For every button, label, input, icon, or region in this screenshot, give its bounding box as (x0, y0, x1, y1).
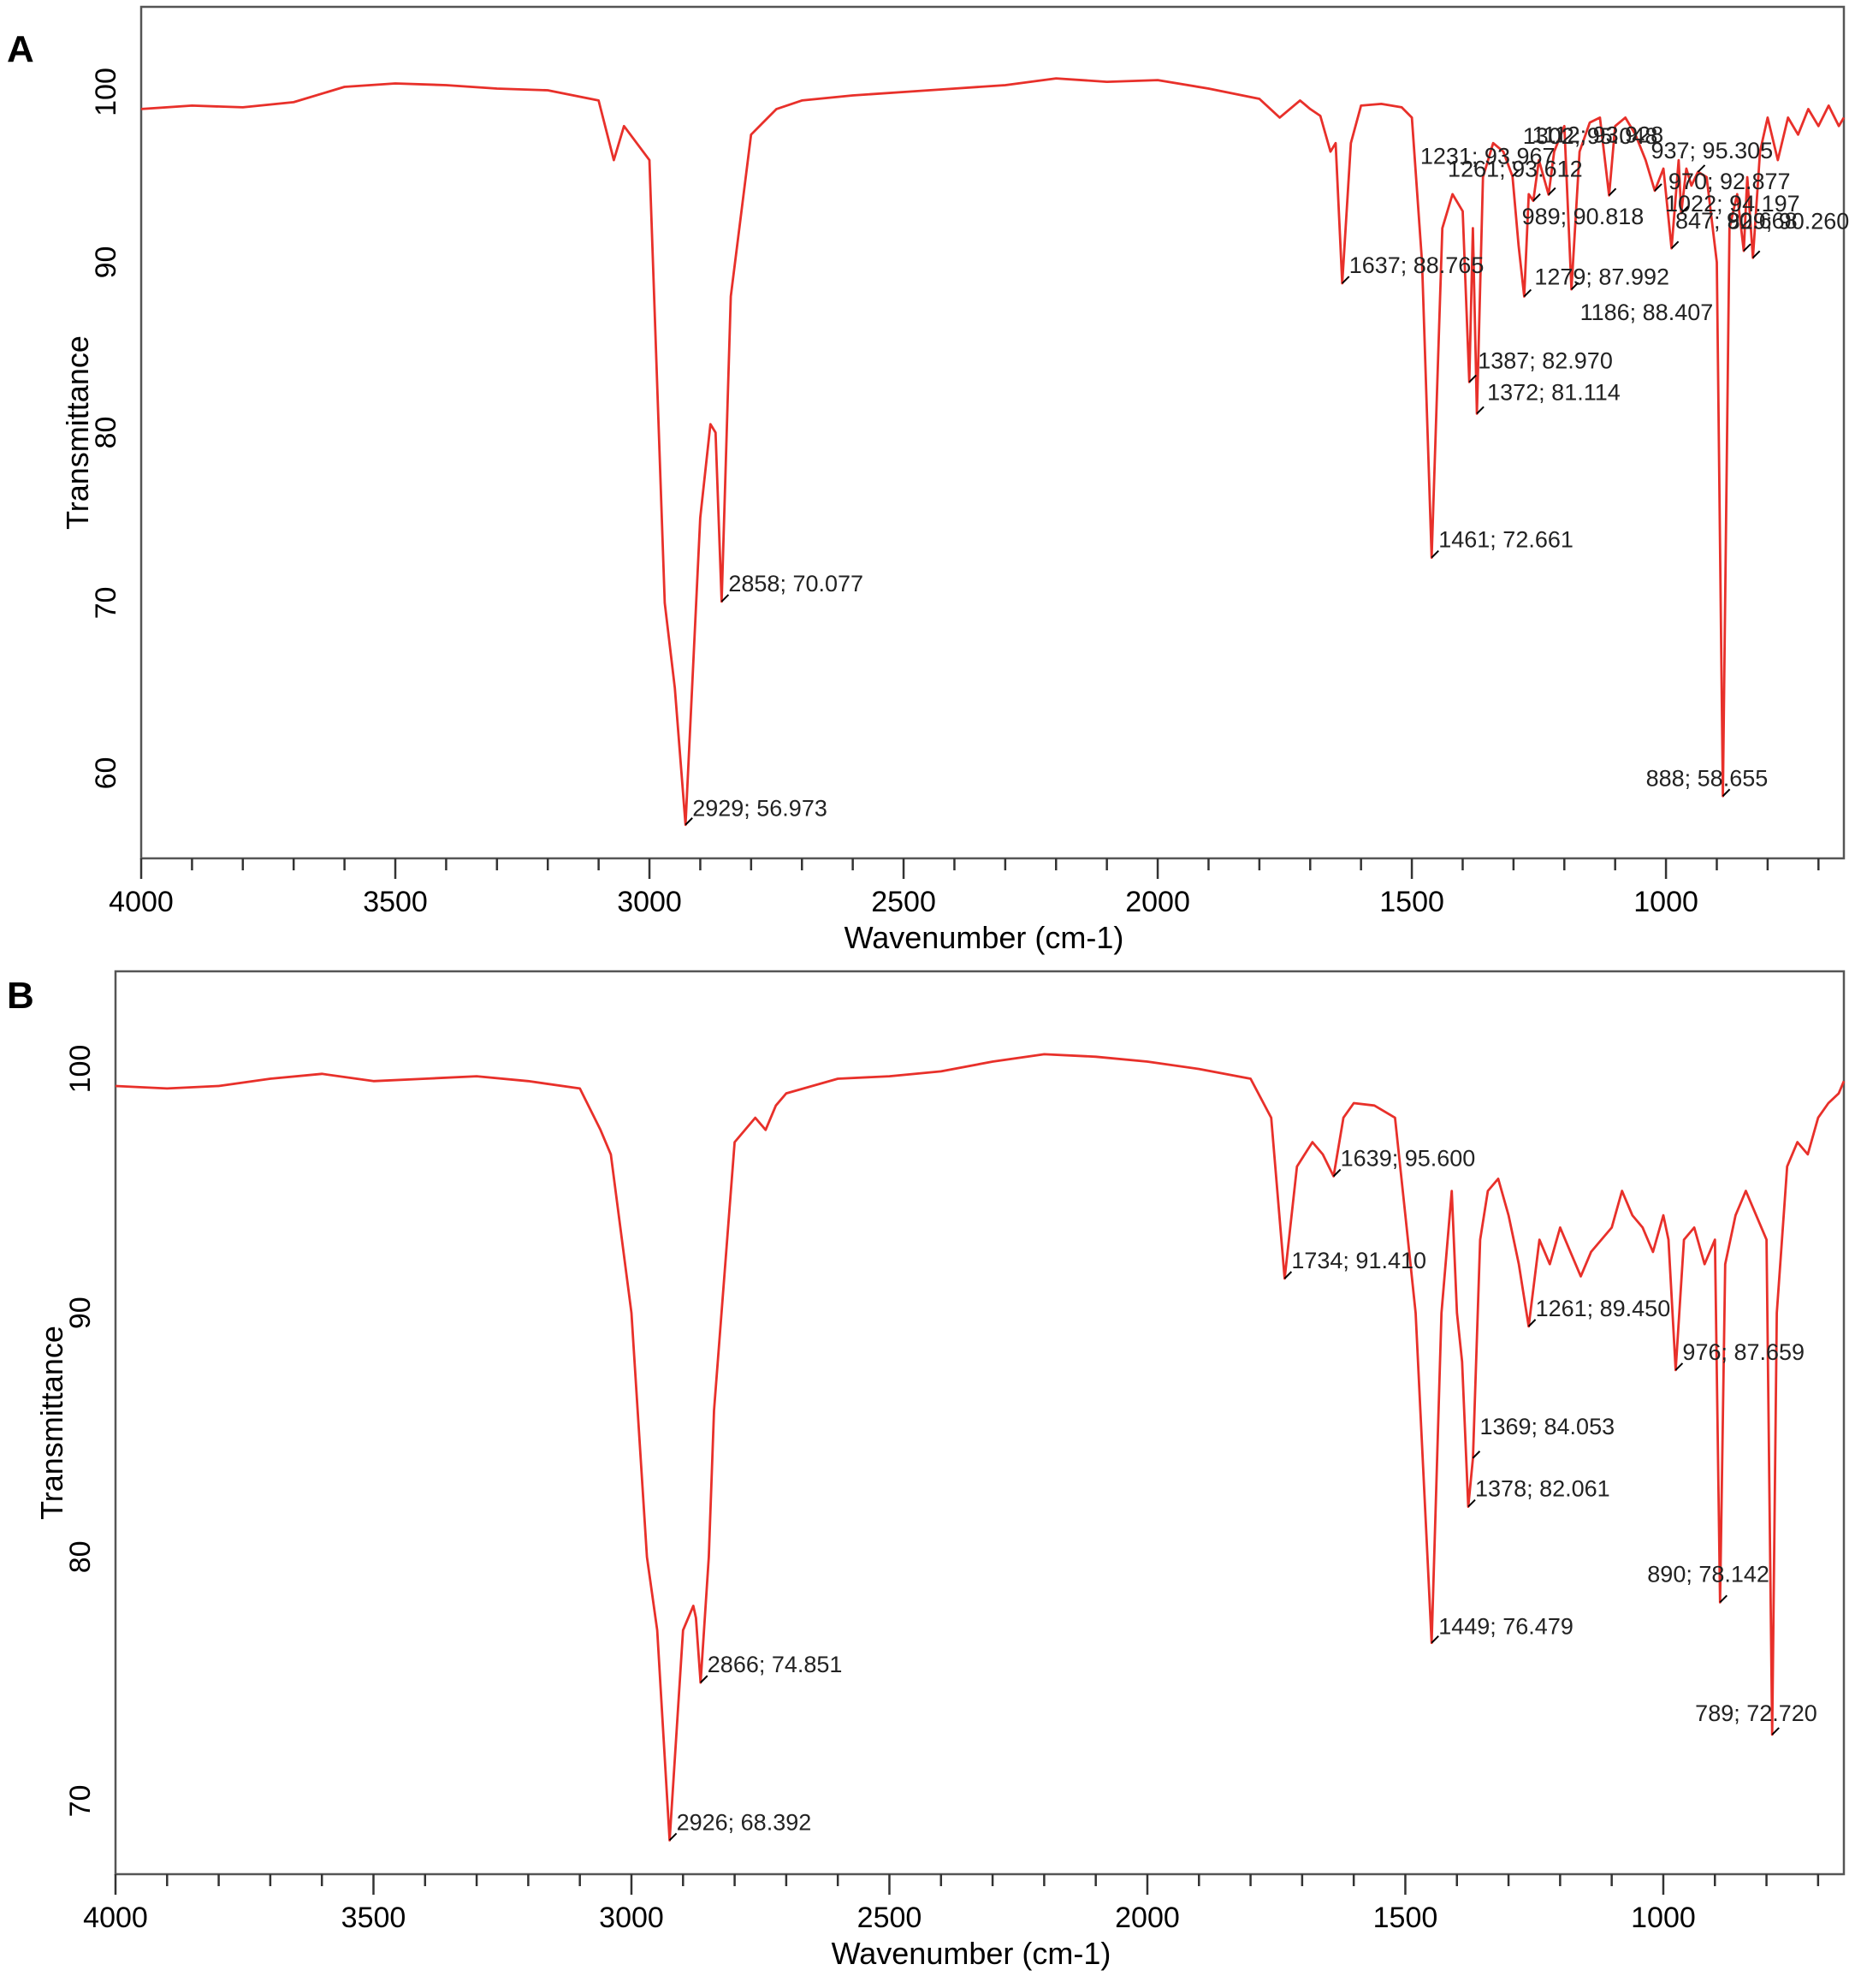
peak-marker (1654, 183, 1662, 192)
peak-label: 1279; 87.992 (1534, 264, 1669, 289)
y-tick-label: 80 (90, 417, 122, 449)
y-tick-label: 90 (90, 246, 122, 279)
peak-label: 1369; 84.053 (1479, 1414, 1615, 1439)
y-tick-label: 90 (64, 1297, 97, 1329)
y-axis-title: Transmittance (60, 335, 95, 530)
x-tick-label: 1000 (1633, 886, 1698, 918)
peak-label: 2866; 74.851 (708, 1652, 843, 1677)
peak-marker (1722, 788, 1731, 797)
x-axis-title: Wavenumber (cm-1) (832, 1936, 1111, 1971)
x-tick-label: 3500 (363, 886, 428, 918)
plot-frame (114, 970, 1846, 1876)
peak-marker (1680, 205, 1689, 214)
x-tick-label: 3000 (599, 1902, 664, 1934)
y-axis-title: Transmittance (34, 1326, 69, 1520)
y-tick-label: 60 (90, 757, 122, 790)
x-tick-label: 1500 (1373, 1902, 1438, 1934)
panel-letter-b: B (7, 975, 34, 1017)
x-tick-label: 2500 (857, 1902, 922, 1934)
x-tick-label: 2000 (1125, 886, 1190, 918)
peak-marker (1548, 187, 1556, 196)
peak-label: 1637; 88.765 (1349, 252, 1485, 278)
peak-label: 937; 95.305 (1651, 138, 1774, 163)
peak-label: 976; 87.659 (1682, 1339, 1805, 1365)
peak-label: 1186; 88.407 (1580, 300, 1714, 325)
peak-marker (1751, 250, 1761, 259)
peak-marker (1341, 276, 1350, 284)
peak-label: 829; 90.260 (1728, 208, 1850, 234)
peak-marker (685, 817, 693, 826)
peak-marker (1771, 1727, 1780, 1736)
peak-marker (1472, 1451, 1481, 1459)
y-tick-label: 100 (64, 1045, 97, 1094)
plot-frame (139, 5, 1846, 860)
peak-marker (1608, 187, 1617, 197)
peak-marker (1670, 240, 1680, 249)
peak-label: 1112; 93.928 (1532, 122, 1664, 147)
peak-label: 1261; 89.450 (1536, 1296, 1671, 1321)
peak-label: 1639; 95.600 (1341, 1146, 1476, 1172)
peak-marker (1532, 193, 1541, 202)
peak-label: 1261; 93.612 (1448, 157, 1583, 182)
peak-marker (1743, 243, 1751, 252)
peak-label: 1387; 82.970 (1478, 347, 1613, 373)
x-tick-label: 2500 (871, 886, 936, 918)
peak-marker (1332, 1168, 1342, 1178)
peak-marker (1719, 1594, 1728, 1604)
peak-label: 2858; 70.077 (728, 571, 863, 596)
y-tick-label: 70 (64, 1785, 97, 1818)
y-tick-label: 100 (90, 68, 122, 116)
x-tick-label: 1500 (1379, 886, 1444, 918)
peak-label: 1022; 94.197 (1665, 191, 1800, 217)
x-tick-label: 2000 (1115, 1902, 1180, 1934)
peak-marker (1431, 549, 1439, 559)
peak-marker (720, 594, 730, 602)
peak-label: 2926; 68.392 (677, 1809, 812, 1835)
x-tick-label: 1000 (1631, 1902, 1696, 1934)
peak-label: 1231; 93.967 (1420, 144, 1556, 169)
spectrum-line (115, 1053, 1846, 1842)
y-tick-label: 70 (90, 587, 122, 620)
peak-marker (668, 1832, 678, 1842)
peak-marker (1468, 374, 1477, 383)
peak-label: 2929; 56.973 (692, 796, 827, 822)
peak-marker (1431, 1635, 1439, 1644)
x-tick-label: 4000 (109, 886, 174, 918)
peak-marker (1511, 169, 1520, 177)
panel-a-chart: 4000 3500 3000 2500 2000 1500 1000 60 70 80 90 100 W… (60, 5, 1850, 955)
peak-marker (1674, 1362, 1684, 1371)
peak-label: 1378; 82.061 (1475, 1476, 1610, 1502)
peak-label: 789; 72.720 (1695, 1700, 1817, 1726)
peak-label: 970; 92.877 (1668, 169, 1791, 194)
peak-label: 989; 90.818 (1522, 204, 1645, 229)
x-tick-label: 3500 (341, 1902, 406, 1934)
peak-marker (1283, 1271, 1293, 1279)
peak-label: 890; 78.142 (1647, 1561, 1769, 1587)
peak-marker (700, 1675, 708, 1683)
x-tick-label: 4000 (83, 1902, 148, 1934)
peak-marker (1476, 406, 1485, 415)
peak-marker (1467, 1498, 1476, 1508)
peak-marker (1570, 282, 1579, 290)
peak-marker (1527, 1319, 1537, 1327)
peak-label: 1449; 76.479 (1438, 1614, 1573, 1640)
x-axis-title: Wavenumber (cm-1) (845, 920, 1124, 955)
peak-label: 1734; 91.410 (1291, 1248, 1426, 1273)
y-tick-label: 80 (64, 1540, 97, 1573)
panel-letter-a: A (7, 28, 34, 70)
panel-b-chart: 4000 3500 3000 2500 2000 1500 1000 70 80 90 100 Wav… (34, 970, 1846, 1971)
peak-label: 888; 58.655 (1646, 765, 1769, 791)
peak-label: 1372; 81.114 (1487, 379, 1621, 405)
x-tick-label: 3000 (617, 886, 682, 918)
peak-label: 847; 90.668 (1675, 208, 1798, 234)
peak-marker (1697, 164, 1706, 173)
peak-marker (1523, 288, 1532, 298)
peak-label: 1461; 72.661 (1438, 527, 1573, 553)
spectrum-line (140, 77, 1846, 827)
peak-label: 1302; 95.048 (1523, 123, 1658, 149)
